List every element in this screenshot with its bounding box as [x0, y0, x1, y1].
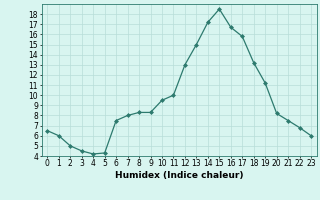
X-axis label: Humidex (Indice chaleur): Humidex (Indice chaleur) — [115, 171, 244, 180]
